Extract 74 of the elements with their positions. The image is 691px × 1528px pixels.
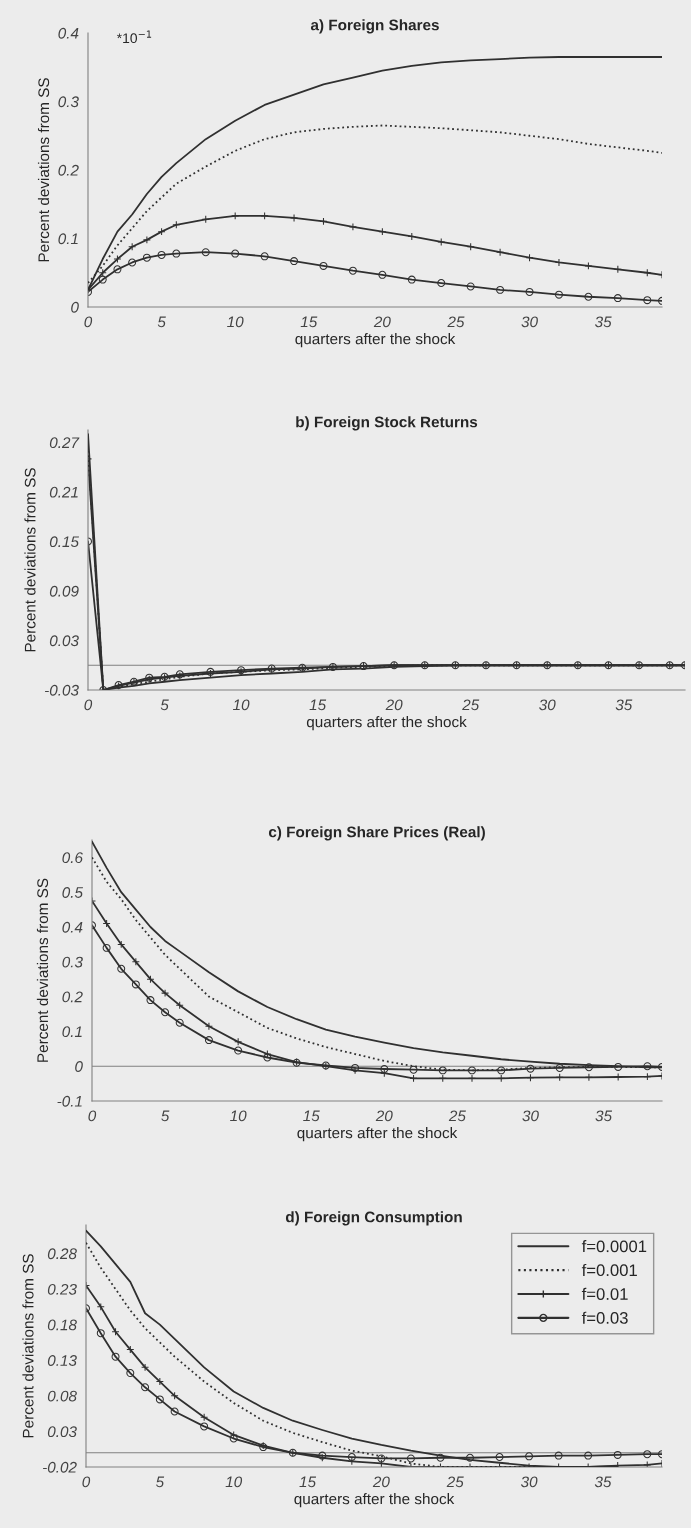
- x-tick-label: 25: [447, 316, 465, 328]
- x-tick-label: 15: [299, 1476, 317, 1488]
- y-tick-label: 0.08: [47, 1390, 77, 1402]
- y-tick-label: 0.09: [49, 585, 79, 597]
- x-tick-label: 20: [372, 1476, 390, 1488]
- y-tick-label: -0.1: [57, 1095, 82, 1107]
- x-tick-label: 5: [157, 316, 166, 328]
- y-tick-label: 0.2: [62, 991, 83, 1003]
- chart-title: a) Foreign Shares: [310, 19, 439, 34]
- annotation: *10$^{−1}$: [116, 30, 152, 44]
- y-tick-label: 0: [75, 1061, 83, 1072]
- x-tick-label: 0: [88, 1110, 97, 1122]
- legend-label: f=0.0001: [581, 1240, 647, 1253]
- x-tick-label: 15: [309, 699, 327, 711]
- legend-label: f=0.001: [581, 1263, 637, 1277]
- y-tick-label: 0.4: [62, 921, 83, 933]
- x-axis-title: quarters after the shock: [306, 716, 467, 731]
- x-axis-title: quarters after the shock: [297, 1127, 458, 1142]
- x-tick-label: 10: [227, 316, 244, 328]
- y-tick-label: 0: [71, 301, 79, 313]
- x-tick-label: 5: [161, 1110, 170, 1122]
- y-tick-label: 0.1: [58, 233, 78, 245]
- x-tick-label: 25: [448, 1110, 466, 1122]
- y-tick-label: 0.03: [47, 1426, 77, 1438]
- x-tick-label: 10: [225, 1476, 243, 1488]
- y-tick-label: 0.6: [62, 852, 83, 864]
- x-tick-label: 0: [84, 699, 93, 711]
- y-tick-label: 0.13: [47, 1355, 77, 1366]
- y-tick-label: 0.3: [58, 96, 79, 108]
- y-tick-label: 0.27: [49, 437, 80, 449]
- x-tick-label: 25: [462, 699, 480, 711]
- x-tick-label: 20: [373, 316, 391, 328]
- x-axis-title: quarters after the shock: [295, 333, 456, 348]
- x-tick-label: 35: [594, 1476, 612, 1488]
- x-tick-label: 25: [446, 1476, 464, 1488]
- x-tick-label: 30: [521, 316, 538, 328]
- x-tick-label: 5: [160, 699, 169, 711]
- x-tick-label: 0: [84, 316, 93, 328]
- y-tick-label: 0.03: [49, 635, 79, 647]
- chart-title: d) Foreign Consumption: [285, 1211, 462, 1226]
- y-axis-title: Percent deviations from SS: [22, 1254, 34, 1438]
- x-tick-label: 30: [520, 1476, 538, 1488]
- y-axis-title: Percent deviations from SS: [36, 878, 49, 1062]
- y-tick-label: 0.4: [58, 27, 79, 39]
- x-axis-title: quarters after the shock: [294, 1493, 455, 1508]
- x-tick-label: 15: [300, 316, 318, 328]
- chart-title: b) Foreign Stock Returns: [296, 416, 478, 431]
- y-tick-label: 0.23: [47, 1283, 77, 1295]
- x-tick-label: 5: [155, 1476, 165, 1488]
- x-tick-label: 30: [539, 699, 556, 711]
- x-tick-label: 35: [615, 699, 633, 711]
- chart-title: c) Foreign Share Prices (Real): [268, 826, 485, 841]
- y-tick-label: -0.03: [44, 684, 79, 696]
- x-tick-label: 20: [385, 699, 403, 711]
- y-tick-label: 0.2: [58, 164, 79, 176]
- legend-label: f=0.03: [581, 1311, 628, 1324]
- y-tick-label: 0.21: [49, 486, 78, 498]
- y-tick-label: 0.18: [47, 1319, 77, 1331]
- x-tick-label: 35: [594, 316, 612, 328]
- y-tick-label: 0.15: [49, 536, 80, 548]
- x-tick-label: 10: [232, 699, 250, 711]
- y-tick-label: 0.3: [62, 956, 83, 968]
- x-tick-label: 35: [595, 1110, 613, 1122]
- legend-label: f=0.01: [581, 1287, 628, 1300]
- y-axis-title: Percent deviations from SS: [24, 468, 36, 652]
- y-tick-label: 0.1: [62, 1026, 82, 1038]
- y-axis-title: Percent deviations from SS: [37, 78, 50, 262]
- x-tick-label: 30: [522, 1110, 539, 1122]
- y-tick-label: 0.28: [47, 1248, 77, 1260]
- y-tick-label: -0.02: [42, 1461, 77, 1473]
- x-tick-label: 15: [303, 1110, 320, 1122]
- x-tick-label: 10: [230, 1110, 247, 1122]
- y-tick-label: 0.5: [62, 887, 84, 898]
- x-tick-label: 20: [375, 1110, 393, 1122]
